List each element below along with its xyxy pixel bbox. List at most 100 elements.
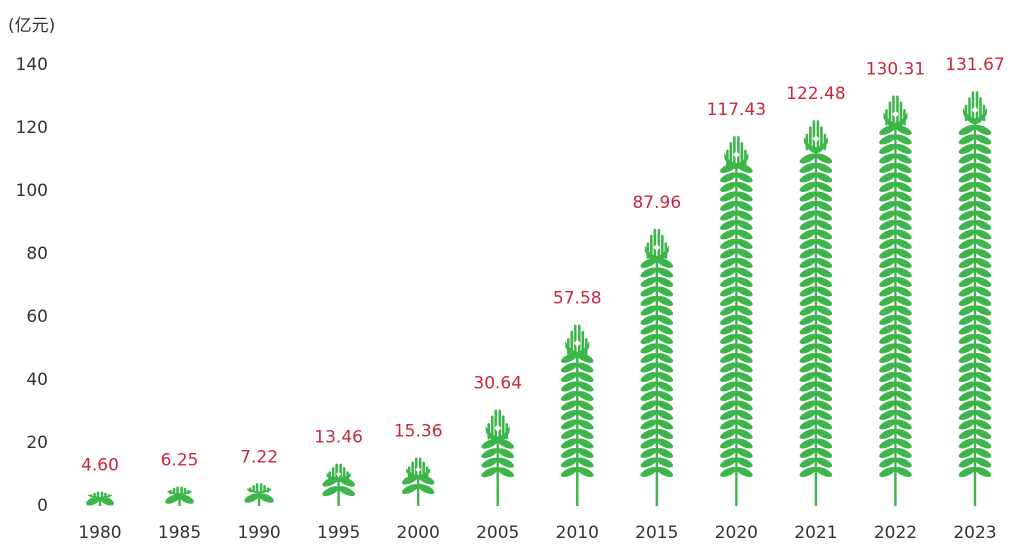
leaf (879, 305, 896, 316)
stem (973, 121, 977, 472)
leaf (656, 390, 674, 402)
wheat-bar (481, 409, 515, 506)
x-tick-label: 1990 (237, 523, 280, 543)
leaf (656, 286, 674, 297)
leaf (815, 200, 833, 212)
awn (650, 234, 653, 259)
leaf (815, 248, 833, 259)
leaf (799, 238, 817, 250)
head-base (167, 490, 192, 495)
leaf (720, 343, 737, 354)
leaf (895, 438, 912, 449)
leaf (736, 267, 753, 278)
stem (337, 480, 340, 492)
y-tick-label: 120 (16, 118, 48, 138)
awn (979, 97, 982, 122)
value-label: 7.22 (240, 447, 278, 467)
leaf (736, 419, 753, 430)
leaf (720, 191, 737, 202)
leaf (736, 238, 753, 250)
leaf (481, 448, 499, 459)
leaf (815, 333, 833, 345)
grain (971, 106, 979, 114)
leaf (799, 267, 817, 278)
leaf (576, 381, 594, 392)
leaf (799, 362, 817, 373)
leaf (736, 276, 753, 288)
leaf (815, 447, 833, 459)
stem (496, 439, 499, 473)
leaf (895, 248, 912, 259)
leaf (974, 343, 992, 354)
wheat-bar (244, 483, 274, 506)
leaf (974, 229, 992, 240)
leaf (640, 352, 658, 364)
leaf (879, 257, 896, 269)
leaf (958, 362, 976, 373)
leaf (417, 484, 435, 495)
leaf (640, 438, 658, 449)
leaf (815, 257, 833, 269)
leaf (974, 314, 992, 326)
stem (655, 470, 659, 506)
leaf (799, 181, 817, 193)
stem (655, 258, 659, 472)
stem (337, 489, 340, 506)
grain (494, 424, 502, 432)
leaf (974, 267, 992, 278)
leaf (974, 362, 992, 373)
awn (896, 95, 899, 126)
leaf (879, 134, 896, 145)
leaf (815, 314, 833, 326)
leaf (799, 257, 817, 269)
leaf (879, 466, 896, 478)
leaf (815, 343, 833, 354)
leaf (656, 428, 674, 440)
leaf (560, 457, 578, 468)
leaf (799, 438, 817, 449)
leaf (974, 191, 992, 202)
leaf (879, 181, 896, 193)
leaf (656, 438, 674, 449)
leaf (736, 295, 753, 307)
leaf (736, 200, 753, 212)
leaf (736, 191, 753, 202)
y-tick-label: 60 (26, 307, 48, 327)
leaf (720, 181, 737, 193)
leaf (799, 447, 817, 459)
leaf (640, 390, 658, 402)
leaf (656, 447, 674, 459)
leaf (576, 419, 594, 430)
stem (496, 470, 499, 506)
awn (104, 492, 107, 498)
leaf (640, 333, 658, 345)
leaf (895, 172, 912, 183)
value-label: 122.48 (786, 84, 845, 104)
leaf (879, 143, 896, 155)
value-label: 87.96 (632, 193, 681, 213)
leaf (799, 457, 817, 468)
leaf (895, 352, 912, 364)
awn (809, 126, 812, 151)
awn (342, 466, 346, 481)
leaf (576, 438, 594, 449)
leaf (974, 248, 992, 259)
leaf (974, 143, 992, 155)
leaf (736, 257, 753, 269)
leaf (974, 200, 992, 212)
leaf (974, 324, 992, 335)
leaf (974, 333, 992, 345)
leaf (895, 419, 912, 430)
leaf (736, 447, 753, 459)
awn (411, 461, 414, 477)
leaf (815, 324, 833, 335)
leaf (958, 143, 976, 155)
leaf (656, 276, 674, 288)
leaf (958, 276, 976, 288)
leaf (974, 219, 992, 231)
leaf (656, 371, 674, 383)
leaf (895, 381, 912, 392)
leaf (895, 400, 912, 411)
awn (653, 228, 657, 259)
leaf (815, 191, 833, 202)
